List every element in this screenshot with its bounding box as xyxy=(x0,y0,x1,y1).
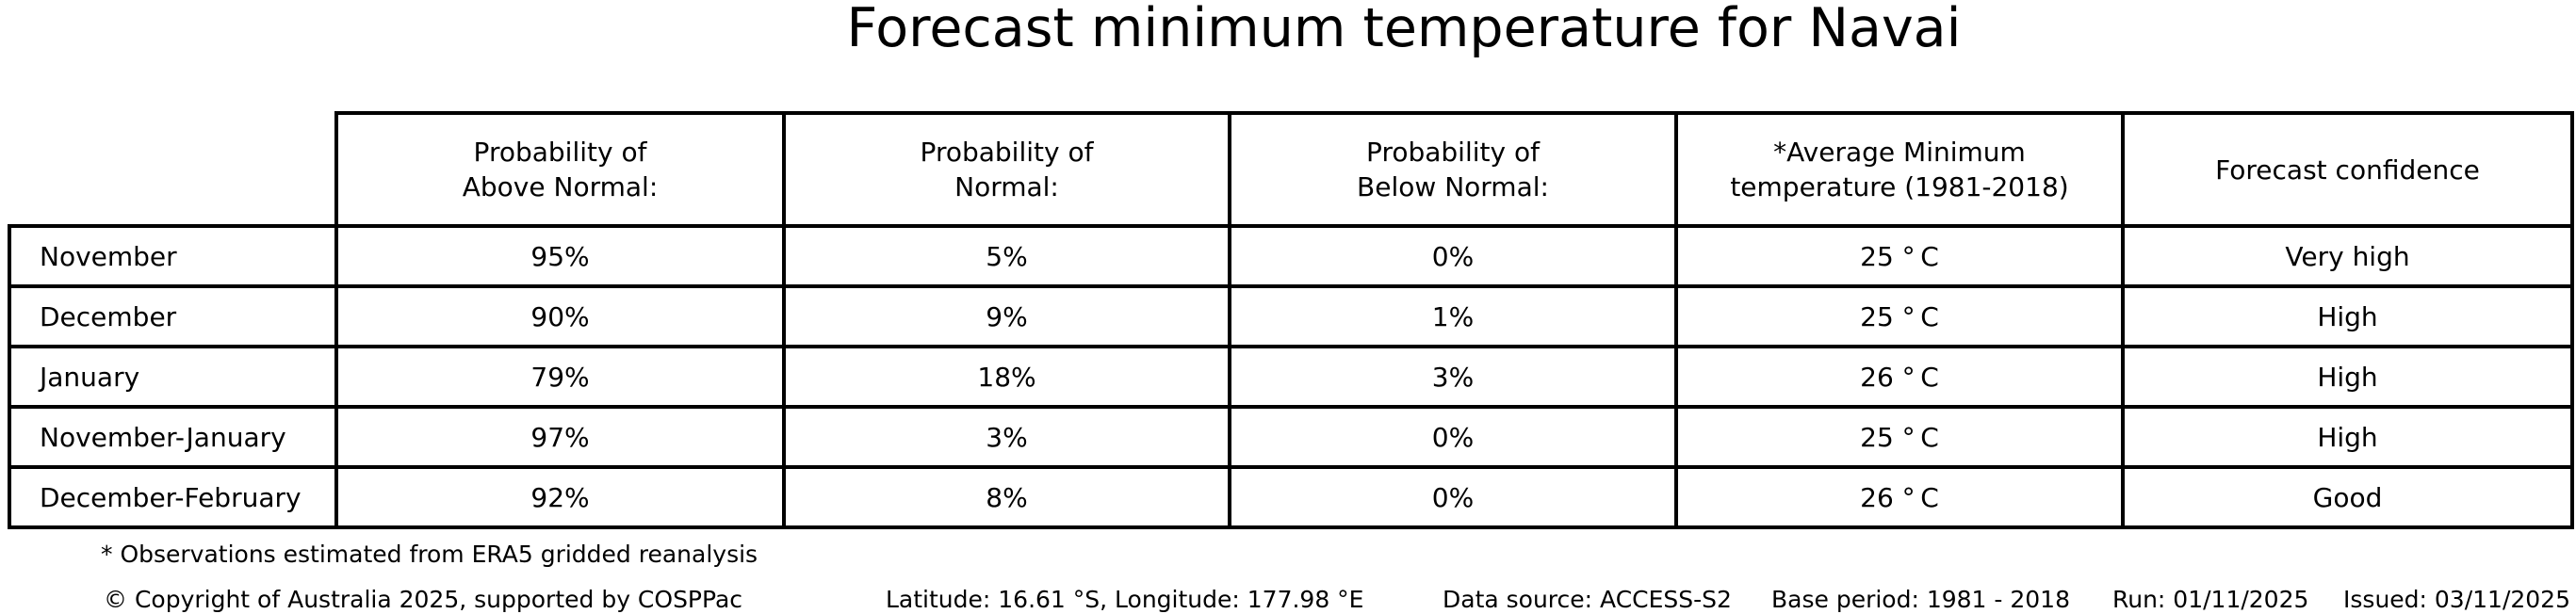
cell-above-normal: 97% xyxy=(334,405,786,469)
cell-above-normal: 95% xyxy=(334,224,786,288)
row-label-period: December-February xyxy=(8,465,338,529)
cell-average-minimum: 25 ° C xyxy=(1674,284,2125,348)
cell-average-minimum: 25 ° C xyxy=(1674,224,2125,288)
table-row: January 79% 18% 3% 26 ° C High xyxy=(8,345,2574,409)
cell-forecast-confidence: Very high xyxy=(2121,224,2574,288)
column-header-normal: Probability of Normal: xyxy=(782,111,1231,228)
column-header-above-normal: Probability of Above Normal: xyxy=(334,111,786,228)
cell-forecast-confidence: High xyxy=(2121,345,2574,409)
copyright-text: © Copyright of Australia 2025, supported… xyxy=(104,586,743,613)
run-date-text: Run: 01/11/2025 xyxy=(2112,586,2309,613)
row-label-period: January xyxy=(8,345,338,409)
cell-forecast-confidence: High xyxy=(2121,284,2574,348)
cell-average-minimum: 25 ° C xyxy=(1674,405,2125,469)
cell-above-normal: 79% xyxy=(334,345,786,409)
column-header-average-minimum: *Average Minimum temperature (1981-2018) xyxy=(1674,111,2125,228)
base-period-text: Base period: 1981 - 2018 xyxy=(1771,586,2070,613)
cell-below-normal: 0% xyxy=(1228,405,1678,469)
column-header-below-normal: Probability of Below Normal: xyxy=(1228,111,1678,228)
issued-date-text: Issued: 03/11/2025 xyxy=(2343,586,2570,613)
cell-forecast-confidence: Good xyxy=(2121,465,2574,529)
table-row: December-February 92% 8% 0% 26 ° C Good xyxy=(8,465,2574,529)
forecast-table: Probability of Above Normal: Probability… xyxy=(8,111,2574,529)
cell-below-normal: 3% xyxy=(1228,345,1678,409)
table-corner-cell xyxy=(9,113,336,226)
data-source-text: Data source: ACCESS-S2 xyxy=(1443,586,1732,613)
cell-below-normal: 0% xyxy=(1228,224,1678,288)
observations-footnote: * Observations estimated from ERA5 gridd… xyxy=(101,541,758,568)
cell-normal: 8% xyxy=(782,465,1231,529)
row-label-period: November xyxy=(8,224,338,288)
cell-normal: 18% xyxy=(782,345,1231,409)
table-header-row: Probability of Above Normal: Probability… xyxy=(9,111,2574,228)
table-row: November-January 97% 3% 0% 25 ° C High xyxy=(8,405,2574,469)
cell-above-normal: 92% xyxy=(334,465,786,529)
cell-below-normal: 0% xyxy=(1228,465,1678,529)
cell-below-normal: 1% xyxy=(1228,284,1678,348)
row-label-period: December xyxy=(8,284,338,348)
column-header-forecast-confidence: Forecast confidence xyxy=(2121,111,2574,228)
table-row: December 90% 9% 1% 25 ° C High xyxy=(8,284,2574,348)
cell-average-minimum: 26 ° C xyxy=(1674,465,2125,529)
cell-normal: 9% xyxy=(782,284,1231,348)
cell-average-minimum: 26 ° C xyxy=(1674,345,2125,409)
table-row: November 95% 5% 0% 25 ° C Very high xyxy=(8,224,2574,288)
page-title: Forecast minimum temperature for Navai xyxy=(846,0,1962,59)
location-coordinates-text: Latitude: 16.61 °S, Longitude: 177.98 °E xyxy=(886,586,1364,613)
cell-above-normal: 90% xyxy=(334,284,786,348)
cell-normal: 3% xyxy=(782,405,1231,469)
row-label-period: November-January xyxy=(8,405,338,469)
cell-forecast-confidence: High xyxy=(2121,405,2574,469)
cell-normal: 5% xyxy=(782,224,1231,288)
